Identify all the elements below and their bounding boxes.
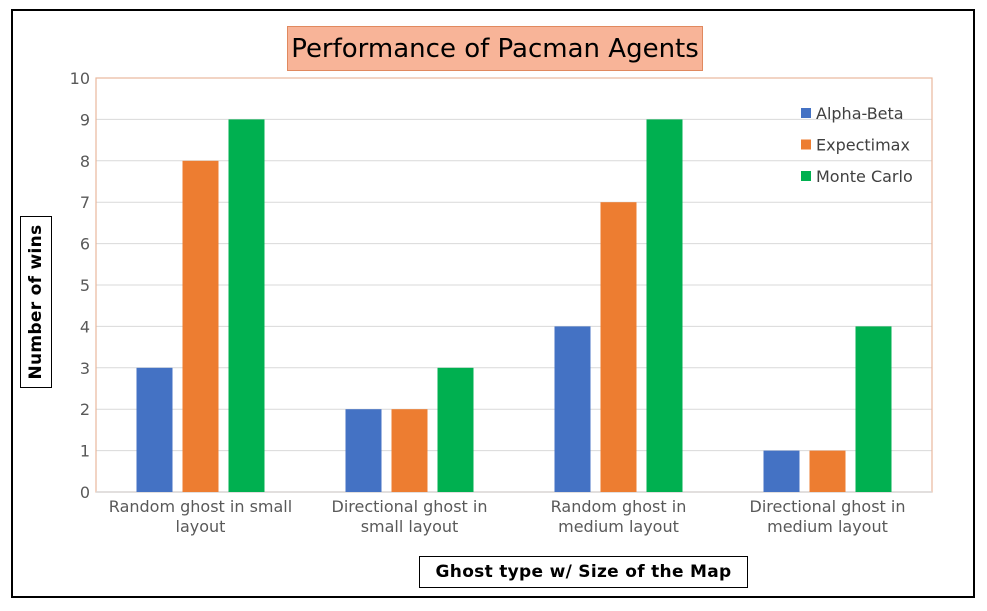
- x-category-label: Directional ghost in: [332, 497, 488, 516]
- bar-monte-carlo-3: [646, 119, 683, 493]
- bar-alpha-beta-1: [136, 367, 173, 492]
- x-category-label: medium layout: [558, 517, 679, 536]
- bar-alpha-beta-3: [554, 326, 591, 492]
- bar-monte-carlo-4: [855, 326, 892, 492]
- legend-swatch: [801, 108, 811, 118]
- x-category-label: Random ghost in: [551, 497, 687, 516]
- bar-expectimax-1: [182, 160, 219, 493]
- x-category-label: Directional ghost in: [750, 497, 906, 516]
- bars: [136, 119, 892, 493]
- legend-label: Monte Carlo: [816, 167, 913, 186]
- x-category-label: medium layout: [767, 517, 888, 536]
- bar-alpha-beta-4: [763, 450, 800, 492]
- y-tick-label: 5: [80, 276, 90, 295]
- bar-monte-carlo-1: [228, 119, 265, 493]
- y-tick-label: 0: [80, 483, 90, 502]
- legend-label: Alpha-Beta: [816, 104, 904, 123]
- bar-alpha-beta-2: [345, 409, 382, 492]
- y-tick-label: 6: [80, 235, 90, 254]
- legend-label: Expectimax: [816, 136, 910, 155]
- legend-swatch: [801, 171, 811, 181]
- legend-swatch: [801, 139, 811, 150]
- y-tick-label: 3: [80, 359, 90, 378]
- legend: Alpha-Beta Expectimax Monte Carlo: [801, 104, 913, 186]
- x-category-label: Random ghost in small: [109, 497, 292, 516]
- x-category-label: small layout: [361, 517, 459, 536]
- y-tick-label: 1: [80, 442, 90, 461]
- chart-title: Performance of Pacman Agents: [287, 26, 703, 71]
- chart-frame: [11, 9, 975, 598]
- bar-monte-carlo-2: [437, 367, 474, 492]
- y-axis-label-box: Number of wins: [20, 216, 52, 388]
- x-category-label: layout: [176, 517, 226, 536]
- y-tick-label: 9: [80, 110, 90, 129]
- y-tick-label: 8: [80, 152, 90, 171]
- gridlines: [96, 118, 932, 452]
- x-axis-label: Ghost type w/ Size of the Map: [419, 556, 748, 588]
- y-tick-label: 10: [70, 69, 90, 88]
- y-axis-label: Number of wins: [26, 224, 46, 380]
- y-tick-label: 4: [80, 317, 90, 336]
- bar-expectimax-3: [600, 202, 637, 492]
- bar-expectimax-2: [391, 409, 428, 492]
- bar-expectimax-4: [809, 450, 846, 492]
- y-tick-label: 2: [80, 400, 90, 419]
- y-tick-label: 7: [80, 193, 90, 212]
